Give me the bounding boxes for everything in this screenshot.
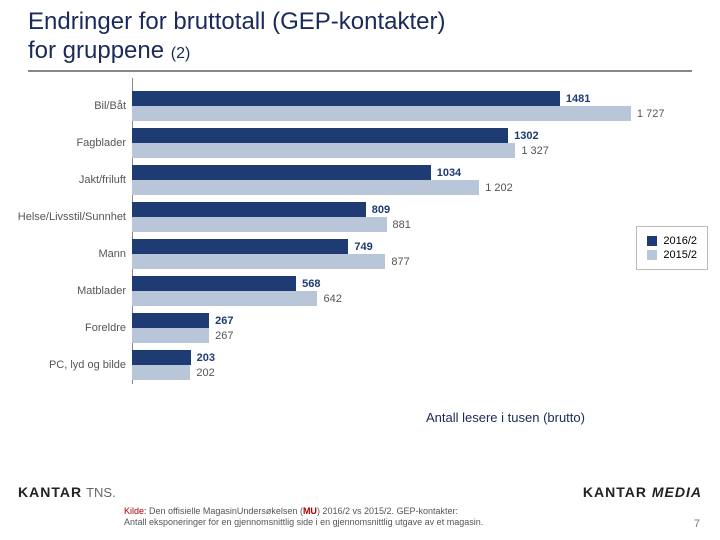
bar-fill — [132, 128, 508, 143]
bar-fill — [132, 350, 191, 365]
logo-left-sub: TNS. — [86, 485, 116, 500]
x-axis-annotation: Antall lesere i tusen (brutto) — [426, 410, 585, 425]
legend-label: 2016/2 — [663, 235, 697, 247]
legend: 2016/2 2015/2 — [636, 226, 708, 270]
bar-s2: 267 — [132, 328, 720, 343]
bar-fill — [132, 365, 190, 380]
chart-row: Helse/Livsstil/Sunnhet809881 — [0, 199, 720, 236]
bar-fill — [132, 291, 317, 306]
title-block: Endringer for bruttotall (GEP-kontakter)… — [0, 0, 720, 78]
category-label: Helse/Livsstil/Sunnhet — [0, 211, 132, 223]
bar-s2: 1 327 — [132, 143, 720, 158]
bar-value-label: 877 — [391, 256, 409, 268]
bar-s1: 749 — [132, 239, 720, 254]
bar-value-label: 1481 — [566, 93, 590, 105]
bar-group: 809881 — [132, 199, 720, 236]
bar-fill — [132, 254, 385, 269]
logo-kantar-media: KANTAR MEDIA — [583, 484, 702, 500]
bar-value-label: 1 327 — [521, 145, 549, 157]
source-footnote: Kilde: Den offisielle MagasinUndersøkels… — [124, 506, 483, 529]
bar-s2: 881 — [132, 217, 720, 232]
category-label: Foreldre — [0, 322, 132, 334]
chart-row: Mann 749 877 — [0, 236, 720, 273]
bar-value-label: 1302 — [514, 130, 538, 142]
bar-value-label: 1 727 — [637, 108, 665, 120]
bar-value-label: 267 — [215, 330, 233, 342]
bar-value-label: 881 — [393, 219, 411, 231]
bar-s1: 1481 — [132, 91, 720, 106]
bar-s1: 568 — [132, 276, 720, 291]
bar-fill — [132, 143, 515, 158]
bar-fill — [132, 239, 348, 254]
bar-s2: 202 — [132, 365, 720, 380]
bar-value-label: 568 — [302, 278, 320, 290]
bar-fill — [132, 180, 479, 195]
bar-fill — [132, 91, 560, 106]
bar-value-label: 267 — [215, 315, 233, 327]
bar-value-label: 642 — [323, 293, 341, 305]
bar-fill — [132, 313, 209, 328]
chart-row: PC, lyd og bilde203202 — [0, 347, 720, 384]
bar-s1: 267 — [132, 313, 720, 328]
chart-row: Matblader568642 — [0, 273, 720, 310]
category-label: Mann — [0, 248, 132, 260]
bar-group: 203202 — [132, 347, 720, 384]
bar-s1: 203 — [132, 350, 720, 365]
legend-item: 2015/2 — [647, 249, 697, 261]
footer-mu: MU — [303, 506, 317, 516]
footer-line1b: ) 2016/2 vs 2015/2. GEP-kontakter: — [317, 506, 458, 516]
bar-s2: 1 202 — [132, 180, 720, 195]
chart-row: Bil/Båt 1481 1 727 — [0, 88, 720, 125]
logo-right-sub: MEDIA — [652, 484, 702, 500]
bar-group: 267267 — [132, 310, 720, 347]
bar-s2: 1 727 — [132, 106, 720, 121]
bar-group: 1481 1 727 — [132, 88, 720, 125]
page-number: 7 — [694, 518, 700, 530]
bar-value-label: 202 — [196, 367, 214, 379]
bar-value-label: 809 — [372, 204, 390, 216]
legend-swatch — [647, 250, 657, 260]
bar-group: 1034 1 202 — [132, 162, 720, 199]
bar-group: 568642 — [132, 273, 720, 310]
bar-value-label: 203 — [197, 352, 215, 364]
bar-fill — [132, 202, 366, 217]
bar-s1: 809 — [132, 202, 720, 217]
title-suffix: (2) — [171, 45, 191, 62]
category-label: Matblader — [0, 285, 132, 297]
bar-s2: 642 — [132, 291, 720, 306]
bar-value-label: 749 — [354, 241, 372, 253]
title-line1: Endringer for bruttotall (GEP-kontakter) — [28, 8, 446, 35]
category-label: Jakt/friluft — [0, 174, 132, 186]
kilde-label: Kilde: — [124, 506, 147, 516]
category-label: PC, lyd og bilde — [0, 359, 132, 371]
page-title: Endringer for bruttotall (GEP-kontakter)… — [28, 8, 692, 72]
chart-row: Foreldre267267 — [0, 310, 720, 347]
bar-value-label: 1034 — [437, 167, 461, 179]
bar-s1: 1302 — [132, 128, 720, 143]
bar-fill — [132, 106, 631, 121]
logo-kantar-tns: KANTAR TNS. — [18, 484, 116, 500]
bar-fill — [132, 165, 431, 180]
logo-right-main: KANTAR — [583, 484, 647, 500]
bar-s2: 877 — [132, 254, 720, 269]
title-line2: for gruppene — [28, 37, 164, 64]
bar-value-label: 1 202 — [485, 182, 513, 194]
category-label: Bil/Båt — [0, 100, 132, 112]
bar-s1: 1034 — [132, 165, 720, 180]
bar-fill — [132, 217, 387, 232]
logo-left-main: KANTAR — [18, 484, 82, 500]
bar-chart: Bil/Båt 1481 1 727 Fagblader 1302 1 327 Jakt/f… — [0, 78, 720, 384]
chart-row: Jakt/friluft 1034 1 202 — [0, 162, 720, 199]
legend-swatch — [647, 236, 657, 246]
bar-group: 749 877 — [132, 236, 720, 273]
category-label: Fagblader — [0, 137, 132, 149]
chart-row: Fagblader 1302 1 327 — [0, 125, 720, 162]
legend-label: 2015/2 — [663, 249, 697, 261]
footer-line1a: Den offisielle MagasinUndersøkelsen ( — [149, 506, 303, 516]
legend-item: 2016/2 — [647, 235, 697, 247]
bar-fill — [132, 328, 209, 343]
bar-fill — [132, 276, 296, 291]
footer-line2: Antall eksponeringer for en gjennomsnitt… — [124, 517, 483, 527]
bar-group: 1302 1 327 — [132, 125, 720, 162]
